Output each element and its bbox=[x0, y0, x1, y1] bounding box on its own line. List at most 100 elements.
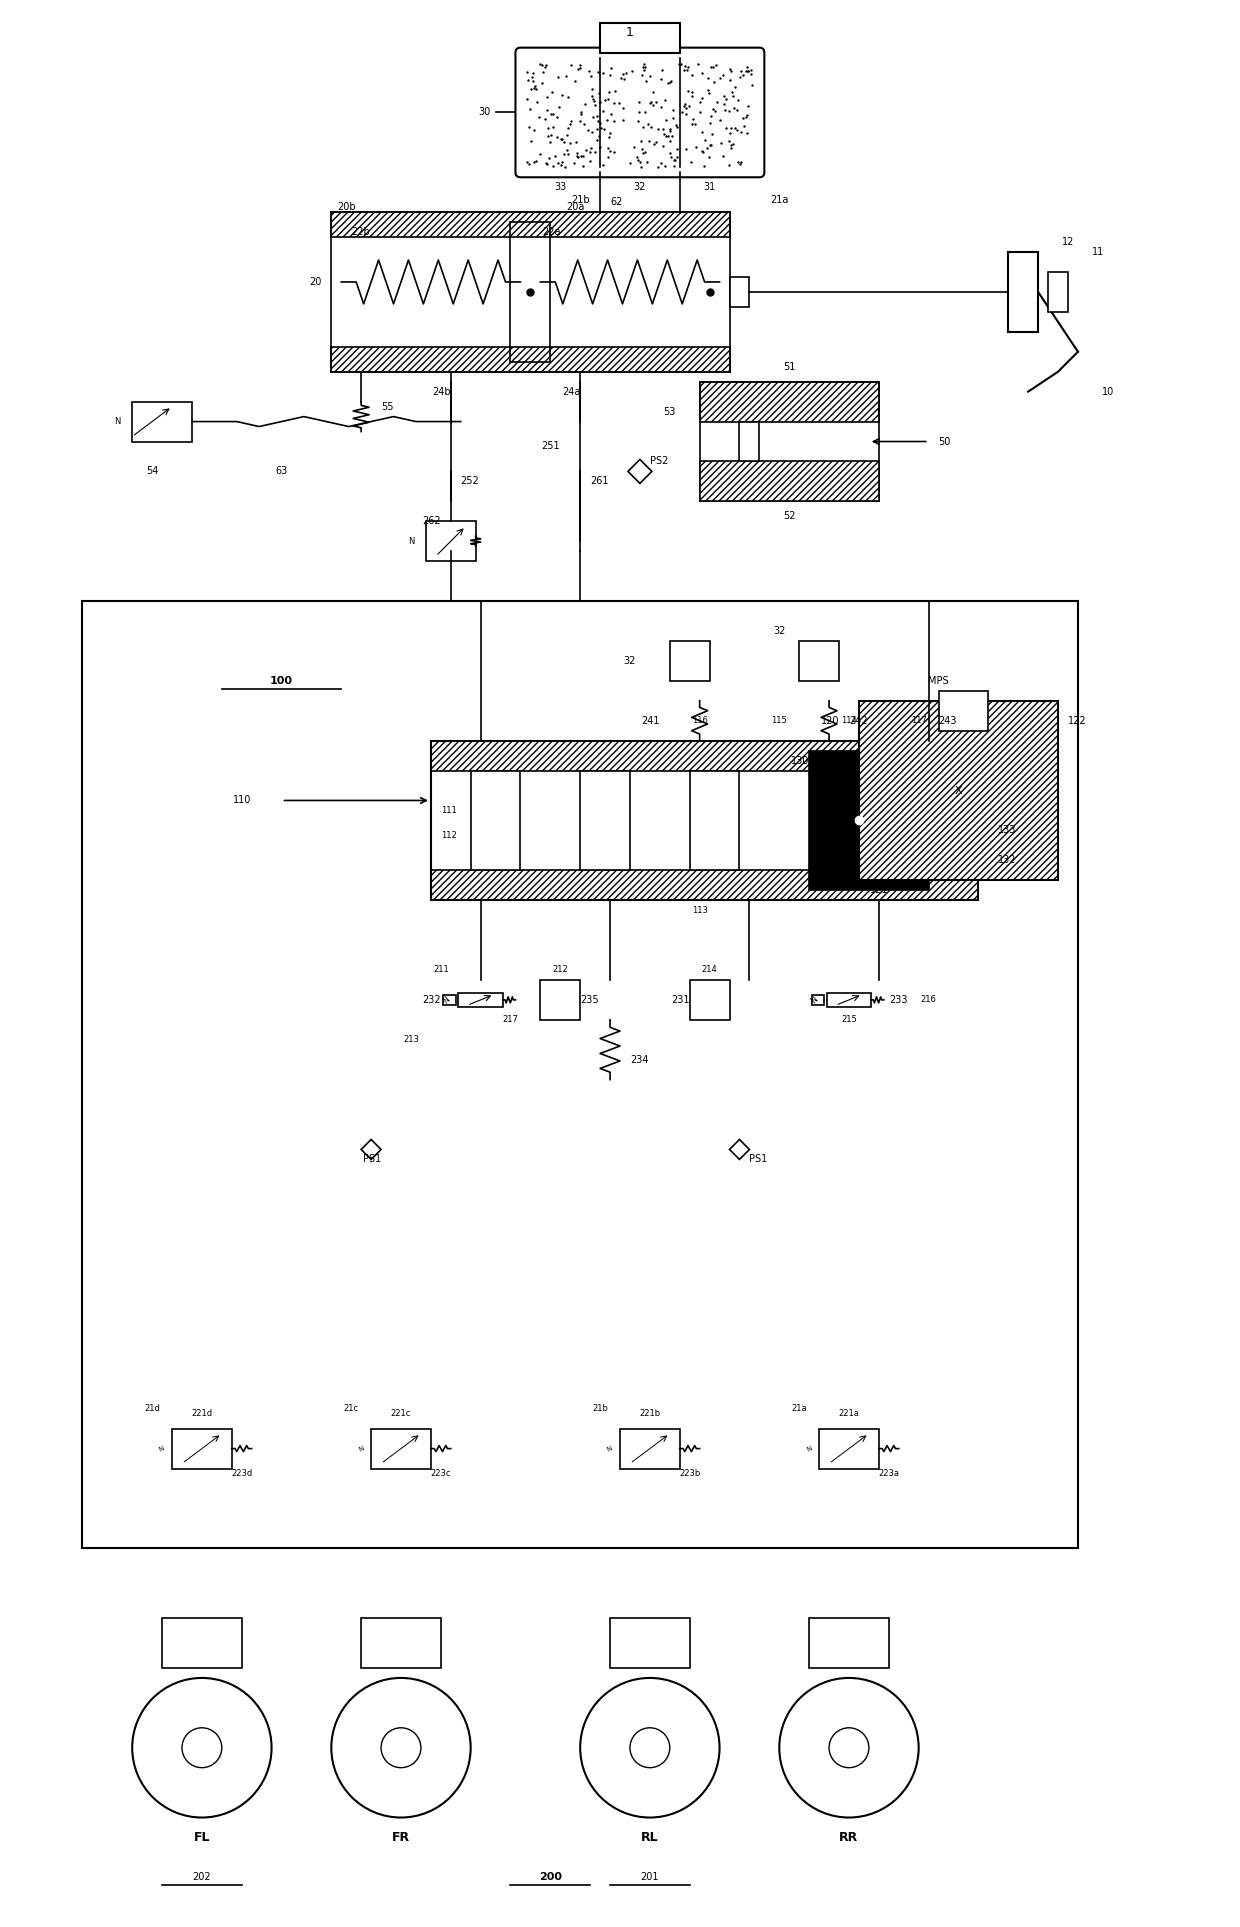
Point bbox=[728, 85, 748, 116]
Point bbox=[667, 133, 687, 164]
Text: N: N bbox=[810, 994, 820, 1006]
Point bbox=[717, 114, 737, 145]
Bar bbox=[620, 1428, 680, 1468]
Point bbox=[701, 52, 720, 83]
Point bbox=[585, 137, 605, 168]
Text: 221b: 221b bbox=[640, 1409, 661, 1418]
Circle shape bbox=[630, 1729, 670, 1767]
Point bbox=[598, 133, 618, 164]
Bar bbox=[739, 422, 759, 461]
Point bbox=[632, 133, 652, 164]
Text: 20a: 20a bbox=[565, 202, 584, 212]
Point bbox=[692, 135, 712, 166]
Bar bbox=[511, 222, 551, 362]
Point bbox=[557, 135, 577, 166]
Point bbox=[534, 104, 554, 135]
Bar bbox=[600, 23, 680, 52]
Point bbox=[666, 110, 686, 141]
Text: 217: 217 bbox=[502, 1016, 518, 1025]
Bar bbox=[331, 347, 729, 372]
Point bbox=[610, 89, 630, 119]
Point bbox=[553, 79, 573, 110]
Point bbox=[565, 66, 585, 96]
Point bbox=[614, 104, 634, 135]
Point bbox=[522, 62, 542, 92]
Point bbox=[737, 102, 756, 133]
Point bbox=[632, 137, 652, 168]
Point bbox=[567, 127, 587, 158]
Point bbox=[614, 92, 634, 123]
Text: N: N bbox=[114, 416, 120, 426]
Point bbox=[696, 125, 715, 156]
Text: 62: 62 bbox=[610, 197, 622, 208]
Point bbox=[568, 143, 588, 173]
Point bbox=[677, 54, 697, 85]
Text: 131: 131 bbox=[831, 796, 849, 805]
Bar bbox=[1048, 272, 1068, 312]
Text: 221d: 221d bbox=[191, 1409, 212, 1418]
Circle shape bbox=[381, 1729, 420, 1767]
Point bbox=[688, 48, 708, 79]
Point bbox=[588, 56, 608, 87]
Point bbox=[517, 85, 537, 116]
Bar bbox=[810, 1619, 889, 1669]
Text: FL: FL bbox=[193, 1831, 210, 1844]
Point bbox=[632, 60, 652, 91]
Text: 31: 31 bbox=[703, 183, 715, 193]
Point bbox=[573, 141, 593, 172]
Point bbox=[527, 87, 547, 118]
Bar bbox=[729, 277, 749, 306]
Text: N: N bbox=[357, 1445, 365, 1453]
Point bbox=[575, 89, 595, 119]
Point bbox=[537, 81, 557, 112]
Point bbox=[595, 85, 615, 116]
Text: 241: 241 bbox=[641, 715, 660, 726]
Point bbox=[655, 150, 675, 181]
Text: 53: 53 bbox=[663, 407, 676, 416]
Point bbox=[548, 62, 568, 92]
Point bbox=[681, 146, 701, 177]
Point bbox=[582, 60, 601, 91]
Text: 117: 117 bbox=[910, 717, 926, 725]
Point bbox=[697, 133, 717, 164]
Point bbox=[665, 145, 684, 175]
Point bbox=[658, 67, 678, 98]
Point bbox=[707, 87, 727, 118]
Point bbox=[646, 87, 666, 118]
Point bbox=[598, 104, 618, 135]
Point bbox=[706, 50, 725, 81]
Point bbox=[601, 52, 621, 83]
Point bbox=[598, 143, 618, 173]
Text: N: N bbox=[408, 538, 414, 545]
Point bbox=[589, 121, 609, 152]
Bar bbox=[827, 992, 872, 1006]
Point bbox=[605, 75, 625, 106]
Point bbox=[639, 108, 658, 139]
Point bbox=[588, 106, 608, 137]
Point bbox=[585, 91, 605, 121]
Point bbox=[538, 143, 558, 173]
Bar bbox=[1008, 252, 1038, 331]
Point bbox=[543, 112, 563, 143]
Point bbox=[552, 123, 572, 154]
Text: 115: 115 bbox=[771, 717, 787, 725]
Text: 133: 133 bbox=[998, 825, 1017, 836]
Point bbox=[552, 123, 572, 154]
Point bbox=[701, 100, 720, 131]
Point bbox=[732, 56, 751, 87]
Point bbox=[580, 137, 600, 168]
Point bbox=[583, 102, 603, 133]
Point bbox=[738, 56, 758, 87]
Point bbox=[604, 106, 624, 137]
Point bbox=[572, 96, 591, 127]
Point bbox=[682, 81, 702, 112]
Point bbox=[698, 75, 718, 106]
Point bbox=[632, 52, 652, 83]
Point bbox=[568, 54, 588, 85]
Point bbox=[601, 98, 621, 129]
Point bbox=[526, 73, 546, 104]
Point bbox=[701, 108, 720, 139]
Point bbox=[534, 52, 554, 83]
Point bbox=[725, 71, 745, 102]
Point bbox=[652, 54, 672, 85]
